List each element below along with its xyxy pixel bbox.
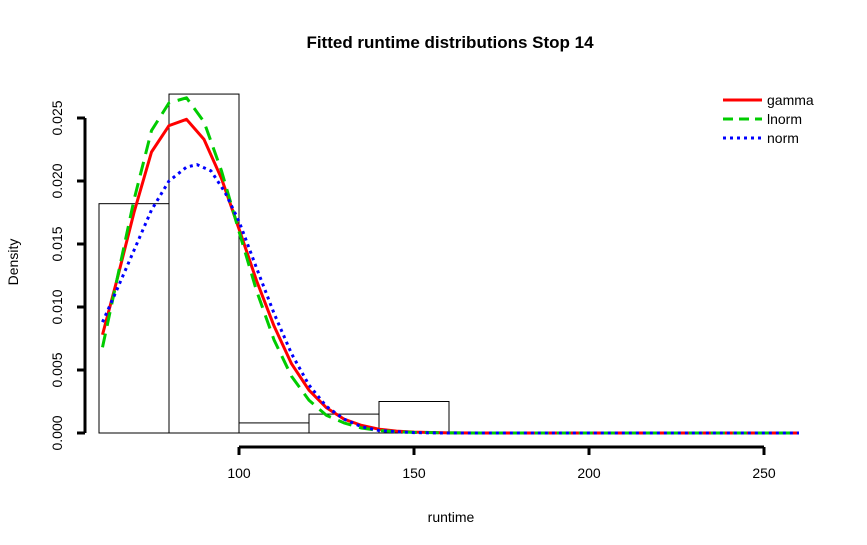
curve-norm (101, 163, 799, 435)
x-axis-label: runtime (428, 509, 475, 525)
legend: gamma lnorm norm (723, 92, 814, 146)
histogram-bar-4 (378, 401, 450, 434)
axes: 100 150 200 250 0.000 0.005 0.010 0.015 0.020 0.0… (49, 100, 776, 481)
legend-label-lnorm: lnorm (767, 111, 802, 127)
x-tick-label-3: 250 (752, 465, 776, 481)
curve-lnorm (101, 96, 799, 435)
histogram-bar-1 (168, 93, 240, 434)
fitted-curves (101, 96, 799, 435)
histogram (98, 93, 450, 434)
curve-gamma (101, 117, 799, 435)
y-tick-label-0: 0.000 (49, 415, 65, 450)
chart-title: Fitted runtime distributions Stop 14 (306, 33, 594, 52)
histogram-bar-2 (238, 422, 310, 434)
legend-label-norm: norm (767, 130, 799, 146)
x-tick-label-0: 100 (227, 465, 251, 481)
y-tick-label-1: 0.005 (49, 352, 65, 387)
y-tick-label-2: 0.010 (49, 289, 65, 324)
legend-label-gamma: gamma (767, 92, 814, 108)
y-tick-label-3: 0.015 (49, 226, 65, 261)
y-axis-label: Density (5, 239, 21, 286)
x-tick-label-2: 200 (577, 465, 601, 481)
y-tick-label-5: 0.025 (49, 100, 65, 135)
x-tick-label-1: 150 (402, 465, 426, 481)
y-tick-label-4: 0.020 (49, 163, 65, 198)
